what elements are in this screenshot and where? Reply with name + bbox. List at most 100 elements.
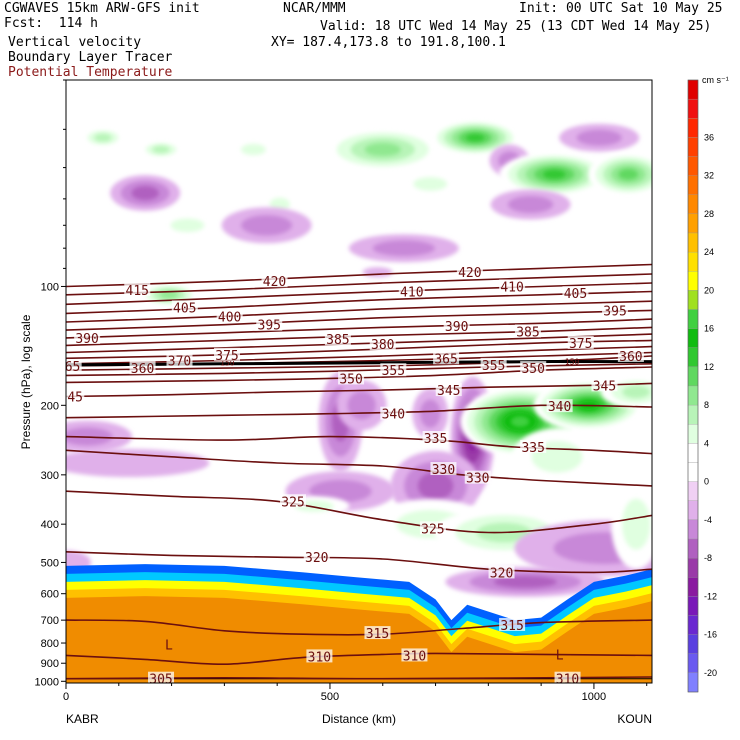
w-blob-0-ring-3 xyxy=(94,133,112,142)
colorbar-cell-9 xyxy=(687,251,699,272)
theta-label-34: 390 xyxy=(445,320,468,335)
colorbar-cell-26 xyxy=(687,577,699,597)
theta-line-370 xyxy=(66,345,652,365)
colorbar-cell-18 xyxy=(687,424,699,444)
theta-label-bg-32 xyxy=(514,324,541,338)
theta-label-36: 395 xyxy=(603,304,626,319)
theta-label-32: 385 xyxy=(516,325,539,340)
tropopause-path xyxy=(66,360,652,367)
forecast-hour: Fcst: 114 h xyxy=(4,16,98,31)
colorbar-cell-7 xyxy=(687,213,699,234)
theta-label-41: 410 xyxy=(500,280,523,295)
theta-label-bg-2 xyxy=(401,648,428,662)
theta-label-bg-23 xyxy=(129,361,156,375)
colorbar-label--4: -4 xyxy=(704,515,712,525)
theta-line-325 xyxy=(66,490,652,534)
theta-line-315 xyxy=(66,619,652,636)
plot-frame xyxy=(65,79,653,684)
theta-label-bg-21 xyxy=(380,363,407,377)
theta-label-bg-30 xyxy=(369,337,396,351)
colorbar-cell-21 xyxy=(687,481,699,501)
tropopause-line: 150 150 xyxy=(66,358,652,368)
colorbar-label-4: 4 xyxy=(704,438,709,448)
colorbar-label--20: -20 xyxy=(704,668,717,678)
theta-label-bg-6 xyxy=(303,550,330,564)
theta-label-42: 415 xyxy=(126,284,149,299)
y-tick-label-1000: 1000 xyxy=(35,676,59,688)
colorbar-label-20: 20 xyxy=(704,285,714,295)
w-blob-9-ring-4 xyxy=(364,142,401,157)
colorbar-cell-30 xyxy=(687,653,699,674)
theta-label-bg-10 xyxy=(430,462,457,476)
colorbar-cell-23 xyxy=(687,519,699,540)
colorbar-frame xyxy=(687,79,699,693)
theta-label-22: 355 xyxy=(482,359,505,374)
w-blob-15-ring-5 xyxy=(618,168,639,180)
x-tick-label-1000: 1000 xyxy=(582,691,606,703)
theta-label-bg-18 xyxy=(591,378,618,392)
y-tick-label-800: 800 xyxy=(41,638,59,650)
field-potential-temperature: Potential Temperature xyxy=(8,65,173,80)
w-blob-32-ring-1 xyxy=(66,449,210,478)
theta-label-13: 335 xyxy=(521,441,544,456)
theta-label-39: 405 xyxy=(564,287,587,302)
colorbar-cell-16 xyxy=(687,385,699,406)
theta-label-bg-26 xyxy=(433,351,460,365)
colorbar-cell-12 xyxy=(687,309,699,329)
theta-label-bg-37 xyxy=(216,309,243,323)
colorbar-cell-27 xyxy=(687,596,699,616)
theta-line-345 xyxy=(66,382,652,398)
theta-line-415 xyxy=(66,273,652,296)
w-blob-2-ring-1 xyxy=(73,202,102,217)
theta-label-bg-25 xyxy=(66,358,82,372)
theta-label-26: 365 xyxy=(434,352,457,367)
theta-label-bg-28 xyxy=(214,347,241,361)
theta-label-bg-13 xyxy=(520,439,547,453)
theta-label-19: 350 xyxy=(339,372,362,387)
x-tick-label-500: 500 xyxy=(321,691,339,703)
theta-label-18: 345 xyxy=(593,379,616,394)
theta-label-25: 365 xyxy=(57,360,80,375)
theta-label-bg-36 xyxy=(602,303,629,317)
theta-label-bg-27 xyxy=(166,353,193,367)
theta-label-bg-4 xyxy=(364,626,391,640)
theta-line-390 xyxy=(66,318,652,339)
w-blob-11-ring-6 xyxy=(465,133,485,142)
colorbar-cell-3 xyxy=(687,137,699,157)
theta-label-40: 410 xyxy=(400,286,423,301)
theta-label-37: 400 xyxy=(218,310,241,325)
w-blob-22-ring-2 xyxy=(347,391,376,420)
colorbar-cell-13 xyxy=(687,328,699,348)
theta-label-bg-35 xyxy=(256,317,283,331)
w-blob-8-ring-2 xyxy=(241,215,293,236)
colorbar-cell-15 xyxy=(687,366,699,387)
theta-line-410 xyxy=(66,282,652,306)
w-blob-10-ring-2 xyxy=(413,177,448,191)
w-blob-23-ring-2 xyxy=(420,399,441,428)
y-tick-label-400: 400 xyxy=(41,519,59,531)
model-title: CGWAVES 15km ARW-GFS init xyxy=(4,1,200,16)
theta-label-bg-22 xyxy=(480,357,507,371)
colorbar-cell-1 xyxy=(687,98,699,119)
theta-label-5: 315 xyxy=(500,619,523,634)
theta-label-bg-19 xyxy=(338,371,365,385)
theta-label-24: 360 xyxy=(619,350,642,365)
theta-label-27: 370 xyxy=(168,354,191,369)
field-vertical-velocity: Vertical velocity xyxy=(8,35,142,50)
theta-label-10: 330 xyxy=(432,463,455,478)
w-blob-14-ring-2 xyxy=(576,129,622,146)
field-boundary-layer-tracer: Boundary Layer Tracer xyxy=(8,50,173,65)
colorbar-label-24: 24 xyxy=(704,247,714,257)
theta-label-bg-40 xyxy=(398,284,425,298)
theta-line-385 xyxy=(66,326,652,347)
theta-label-bg-42 xyxy=(124,282,151,296)
colorbar-cell-17 xyxy=(687,404,699,425)
theta-label-bg-0 xyxy=(148,671,175,683)
theta-label-33: 390 xyxy=(75,332,98,347)
low-marker-0: L xyxy=(165,638,173,653)
theta-label-bg-8 xyxy=(280,494,307,508)
colorbar-cell-10 xyxy=(687,271,699,291)
w-blob-1-ring-3 xyxy=(152,145,170,154)
theta-label-3: 310 xyxy=(556,673,579,688)
